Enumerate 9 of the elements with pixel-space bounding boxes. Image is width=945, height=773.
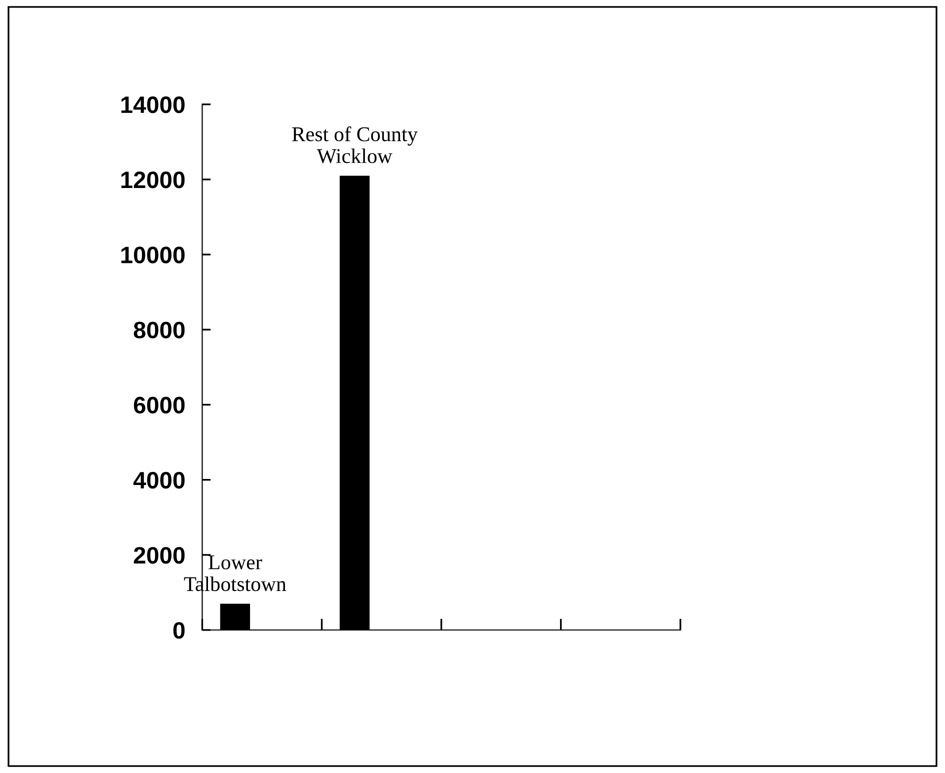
y-tick-label: 2000 xyxy=(134,546,185,564)
y-tick-label: 0 xyxy=(173,622,185,639)
y-tick-label: 4000 xyxy=(133,472,185,489)
x-tick-label: Rest of County Wicklow xyxy=(292,126,418,164)
y-tick-label: 8000 xyxy=(134,322,185,338)
y-tick-label: 6000 xyxy=(134,396,185,414)
y-tick-label: 14000 xyxy=(121,96,185,114)
y-tick-label: 12000 xyxy=(121,172,185,188)
y-tick-label: 10000 xyxy=(121,246,185,264)
